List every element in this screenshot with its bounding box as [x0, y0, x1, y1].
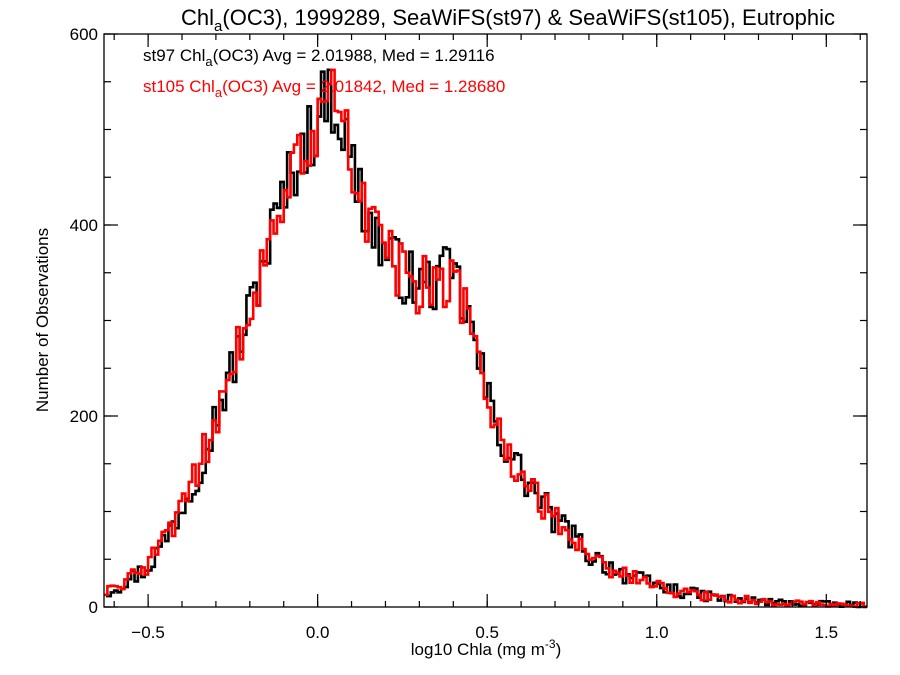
legend-st105-prefix: st105 Chl [143, 77, 215, 96]
y-axis-label: Number of Observations [33, 228, 52, 412]
x-tick-label: 1.5 [814, 623, 838, 642]
chart-title-suffix: (OC3), 1999289, SeaWiFS(st97) & SeaWiFS(… [222, 5, 835, 30]
plot-frame [103, 33, 868, 608]
chart-title-subscript: a [214, 18, 223, 35]
tick-layer: −0.5 0.0 0.5 1.0 1.5 0 200 400 600 [70, 25, 867, 642]
legend-st97-prefix: st97 Chl [143, 46, 205, 65]
legend-st97-subscript: a [205, 54, 213, 69]
series-st97-step-line [104, 68, 867, 609]
y-tick-label: 600 [70, 25, 98, 44]
x-axis-label-suffix: ) [556, 640, 562, 659]
legend: st97 Chla(OC3) Avg = 2.01988, Med = 1.29… [143, 46, 505, 100]
series-layer [104, 68, 867, 609]
legend-st97-suffix: (OC3) Avg = 2.01988, Med = 1.29116 [213, 46, 495, 65]
legend-st105-suffix: (OC3) Avg = 2.01842, Med = 1.28680 [222, 77, 505, 96]
legend-entry-st97: st97 Chla(OC3) Avg = 2.01988, Med = 1.29… [143, 46, 495, 69]
x-tick-label: 1.0 [645, 623, 669, 642]
x-axis-label-superscript: -3 [545, 637, 556, 651]
y-tick-label: 0 [89, 598, 98, 617]
series-st105-step-line [104, 68, 867, 609]
x-tick-label: −0.5 [131, 623, 165, 642]
x-axis-label-prefix: log10 Chla (mg m [411, 640, 545, 659]
y-tick-label: 200 [70, 407, 98, 426]
chart-title: Chla(OC3), 1999289, SeaWiFS(st97) & SeaW… [181, 5, 835, 35]
legend-entry-st105: st105 Chla(OC3) Avg = 2.01842, Med = 1.2… [143, 77, 505, 100]
x-axis-label: log10 Chla (mg m-3) [411, 637, 562, 659]
legend-st105-subscript: a [215, 85, 223, 100]
x-tick-label: 0.5 [475, 623, 499, 642]
chart-title-prefix: Chl [181, 5, 214, 30]
y-tick-label: 400 [70, 216, 98, 235]
x-tick-label: 0.0 [306, 623, 330, 642]
